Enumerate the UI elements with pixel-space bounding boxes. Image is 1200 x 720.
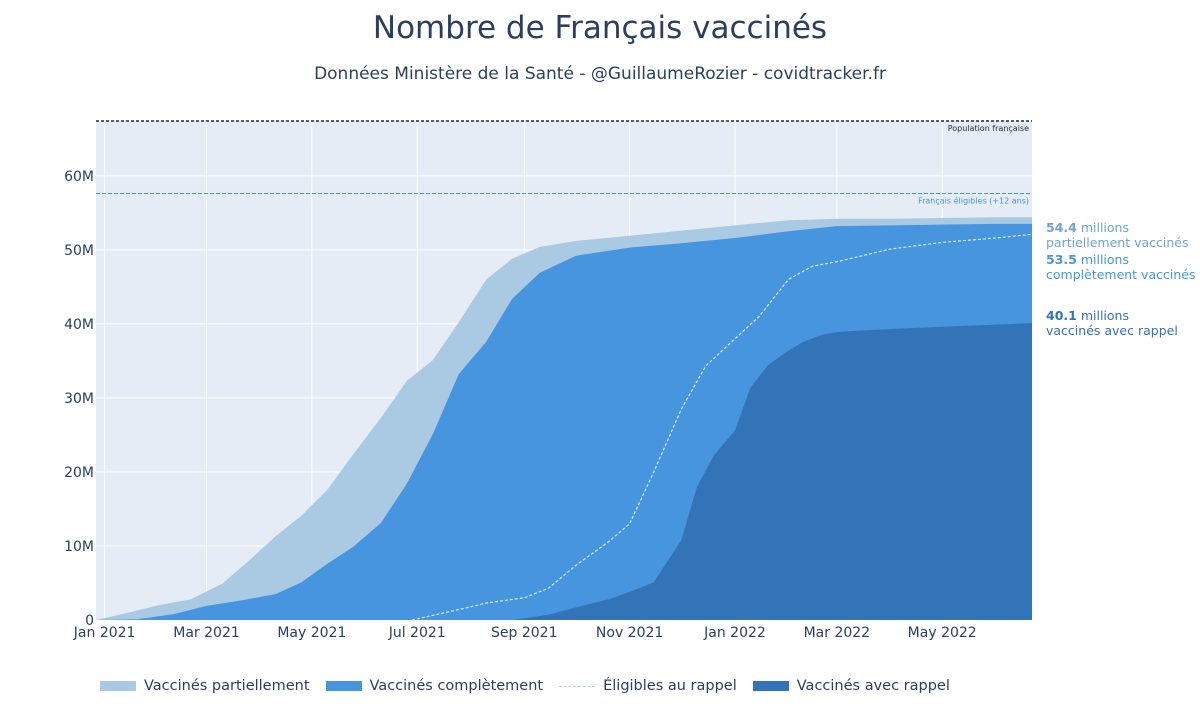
y-tick-label: 60M: [64, 169, 94, 185]
legend-item-eligible-booster[interactable]: Éligibles au rappel: [559, 678, 737, 694]
x-tick-label: May 2022: [908, 625, 977, 641]
x-axis: Jan 2021 Mar 2021 May 2021 Jul 2021 Sep 2021…: [73, 625, 977, 641]
chart-subtitle: Données Ministère de la Santé - @Guillau…: [314, 64, 886, 84]
legend-swatch-eligible-booster: [559, 685, 596, 687]
chart-title: Nombre de Français vaccinés: [372, 10, 828, 46]
y-tick-label: 20M: [64, 465, 94, 481]
population-label: Population française: [948, 124, 1029, 133]
annotation-complete-text: complètement vaccinés: [1046, 267, 1196, 282]
annotation-partial: 54.4 millions partiellement vaccinés: [1046, 220, 1189, 250]
chart-legend: Vaccinés partiellement Vaccinés complète…: [100, 678, 966, 694]
y-axis: 0 10M 20M 30M 40M 50M 60M: [64, 169, 94, 629]
legend-swatch-booster: [752, 681, 789, 691]
eligible-label: Français éligibles (+12 ans): [918, 196, 1029, 206]
annotation-booster: 40.1 millions vaccinés avec rappel: [1046, 308, 1178, 338]
legend-label-eligible-booster: Éligibles au rappel: [603, 678, 737, 694]
legend-swatch-complete: [325, 681, 362, 691]
reference-lines: Population française Français éligibles (…: [96, 120, 1032, 206]
y-tick-label: 30M: [64, 391, 94, 407]
annotation-booster-value: 40.1: [1046, 308, 1077, 323]
legend-item-booster[interactable]: Vaccinés avec rappel: [752, 678, 950, 694]
annotation-partial-unit: millions: [1080, 220, 1129, 235]
y-tick-label: 40M: [64, 317, 94, 333]
annotation-complete: 53.5 millions complètement vaccinés: [1046, 252, 1195, 282]
legend-swatch-partial: [100, 681, 136, 691]
x-tick-label: Sep 2021: [491, 625, 557, 641]
x-tick-label: Mar 2022: [804, 625, 871, 641]
series-area-booster: [512, 323, 1032, 620]
legend-label-complete: Vaccinés complètement: [369, 678, 544, 694]
legend-label-partial: Vaccinés partiellement: [144, 678, 310, 694]
annotation-booster-text: vaccinés avec rappel: [1046, 323, 1178, 338]
x-tick-label: Jan 2021: [73, 625, 136, 641]
legend-item-partial[interactable]: Vaccinés partiellement: [100, 678, 310, 694]
legend-label-booster: Vaccinés avec rappel: [796, 678, 950, 694]
y-tick-label: 50M: [64, 243, 94, 259]
x-tick-label: Mar 2021: [173, 625, 240, 641]
series-areas: [96, 217, 1033, 621]
annotation-complete-value: 53.5: [1046, 252, 1077, 267]
legend-item-complete[interactable]: Vaccinés complètement: [325, 678, 544, 694]
x-tick-label: Nov 2021: [596, 625, 663, 641]
annotation-complete-unit: millions: [1080, 252, 1129, 267]
y-tick-label: 10M: [64, 539, 94, 555]
series-line-eligible-booster: [411, 233, 1033, 621]
annotation-partial-text: partiellement vaccinés: [1046, 235, 1189, 250]
x-tick-label: Jan 2022: [703, 625, 766, 641]
x-tick-label: May 2021: [277, 625, 346, 641]
y-tick-label: 0: [85, 613, 94, 629]
annotation-booster-unit: millions: [1080, 308, 1129, 323]
annotation-partial-value: 54.4: [1046, 220, 1077, 235]
x-tick-label: Jul 2021: [388, 625, 446, 641]
